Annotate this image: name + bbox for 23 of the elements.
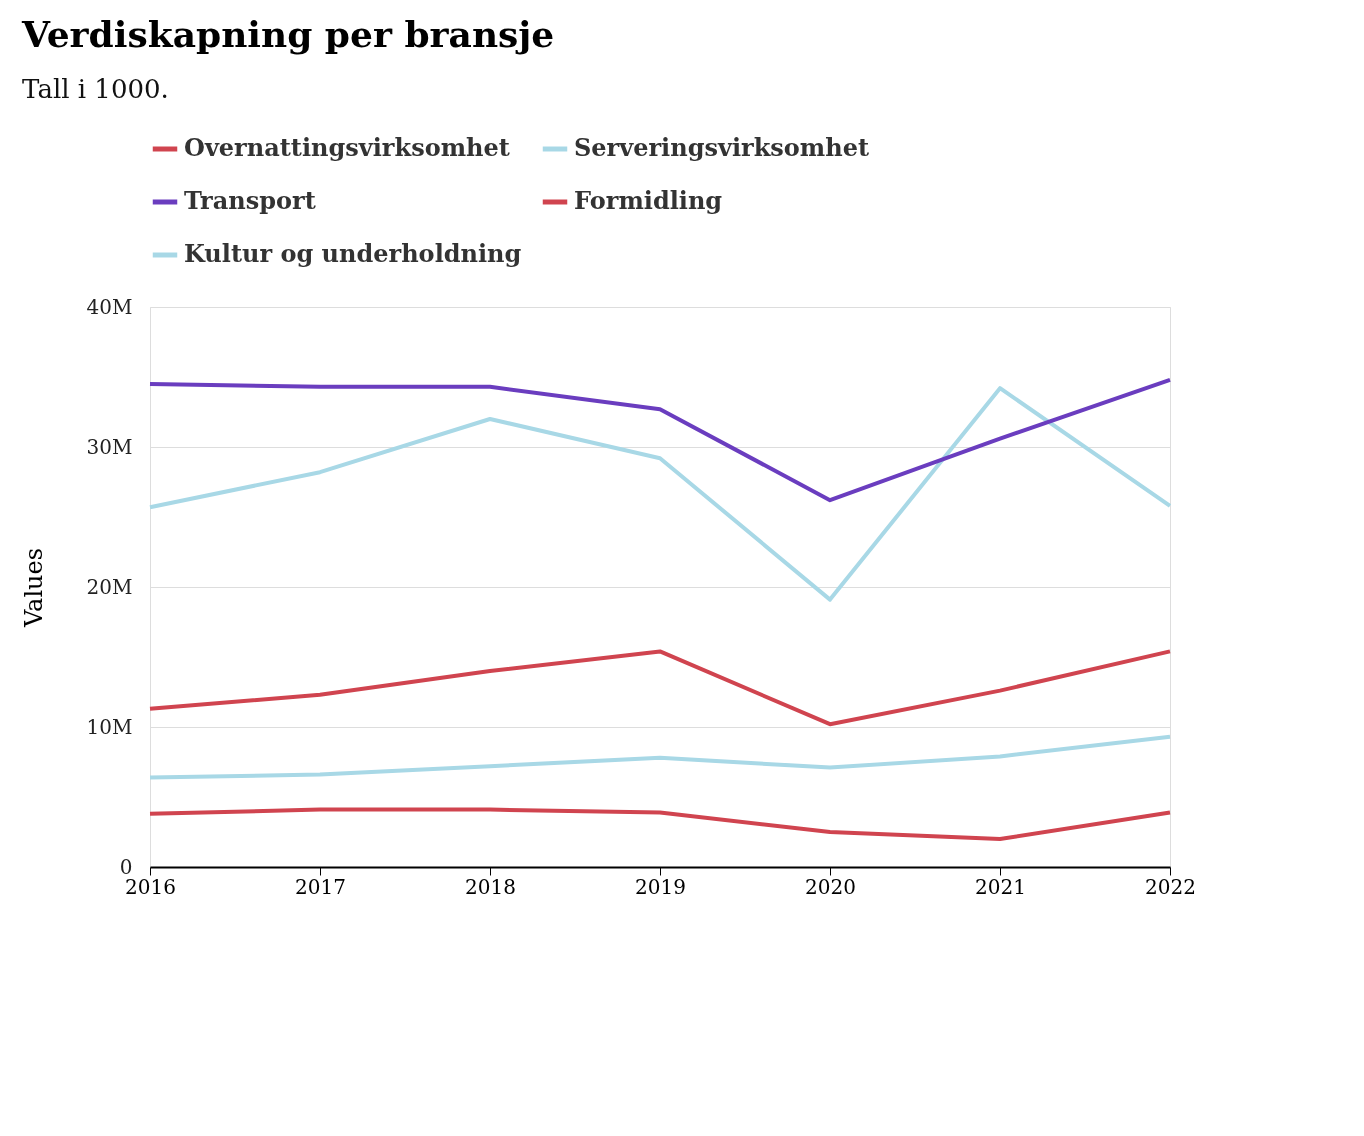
x-tick-label: 2021 (975, 874, 1026, 899)
legend-label: Serveringsvirksomhet (574, 133, 870, 162)
x-tick-label: 2022 (1145, 874, 1196, 899)
legend-label: Kultur og underholdning (184, 239, 522, 268)
y-tick-label: 10M (86, 714, 133, 739)
legend-label: Formidling (574, 186, 723, 215)
legend-label: Overnattingsvirksomhet (184, 133, 510, 162)
legend-label: Transport (184, 186, 316, 215)
line-series (148, 734, 1172, 780)
line-series (148, 807, 1172, 841)
chart-subtitle: Tall i 1000. (22, 74, 169, 104)
y-tick-label: 20M (86, 574, 133, 599)
chart-title: Verdiskapning per bransje (21, 13, 555, 55)
line-series (148, 649, 1172, 727)
y-tick-label: 40M (86, 294, 133, 319)
x-tick-label: 2020 (805, 874, 856, 899)
line-series (148, 377, 1172, 503)
x-tick-label: 2017 (295, 874, 346, 899)
y-axis-title: Values (19, 547, 48, 629)
x-tick-label: 2019 (635, 874, 686, 899)
x-tick-label: 2018 (465, 874, 516, 899)
line-series (148, 386, 1172, 602)
y-tick-label: 30M (86, 434, 133, 459)
